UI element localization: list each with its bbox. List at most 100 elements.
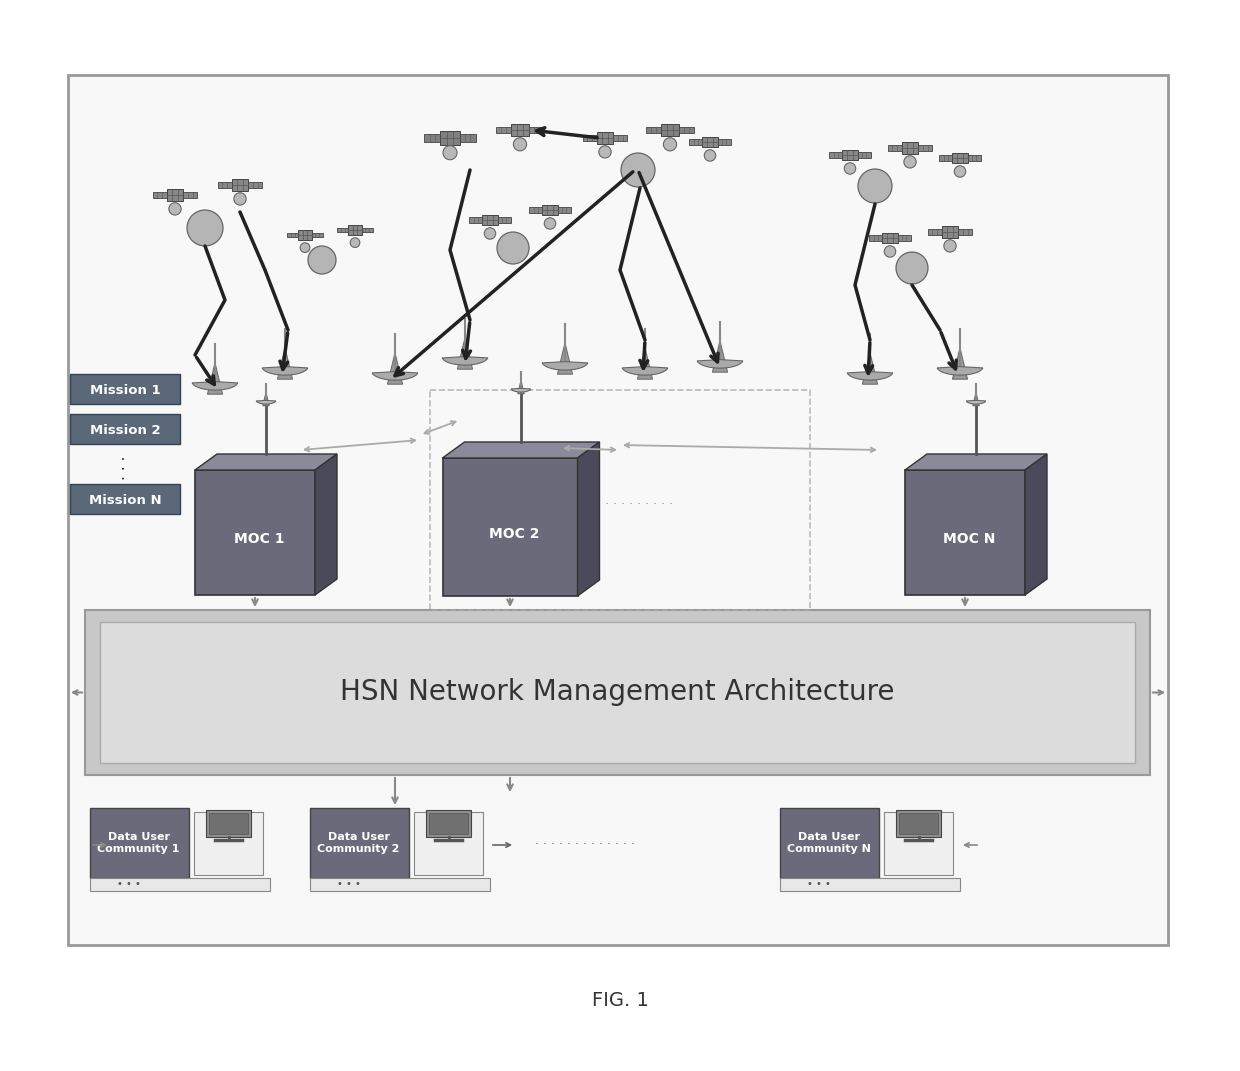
Circle shape bbox=[884, 245, 895, 257]
Bar bbox=[195, 812, 263, 875]
Bar bbox=[86, 610, 1149, 775]
Bar bbox=[689, 139, 702, 145]
Bar bbox=[919, 145, 932, 151]
Bar bbox=[897, 810, 941, 838]
Bar bbox=[884, 812, 952, 875]
Bar bbox=[430, 390, 810, 610]
Polygon shape bbox=[315, 454, 337, 595]
Bar bbox=[311, 232, 322, 238]
Circle shape bbox=[513, 138, 527, 151]
Polygon shape bbox=[372, 372, 418, 380]
Bar bbox=[184, 192, 197, 198]
Bar bbox=[248, 182, 263, 188]
Text: HSN Network Management Architecture: HSN Network Management Architecture bbox=[340, 679, 895, 707]
Bar bbox=[718, 139, 730, 145]
Polygon shape bbox=[511, 389, 531, 392]
Polygon shape bbox=[263, 392, 269, 406]
Bar bbox=[153, 192, 166, 198]
Text: • • •: • • • bbox=[807, 879, 831, 889]
Bar bbox=[858, 152, 870, 157]
Bar bbox=[842, 150, 858, 161]
Text: • • •: • • • bbox=[337, 879, 361, 889]
Bar bbox=[91, 808, 188, 878]
Bar bbox=[443, 458, 578, 595]
Text: FIG. 1: FIG. 1 bbox=[591, 991, 649, 1010]
Polygon shape bbox=[713, 341, 728, 373]
Text: · · ·: · · · bbox=[118, 456, 133, 480]
Bar bbox=[898, 236, 911, 241]
Bar bbox=[460, 135, 476, 141]
Text: MOC 1: MOC 1 bbox=[234, 531, 285, 546]
Text: MOC N: MOC N bbox=[944, 531, 996, 546]
Circle shape bbox=[169, 202, 181, 215]
Bar bbox=[952, 152, 967, 164]
Circle shape bbox=[544, 217, 556, 229]
Circle shape bbox=[300, 243, 310, 253]
Bar bbox=[69, 374, 180, 404]
Bar bbox=[780, 878, 960, 891]
Circle shape bbox=[944, 240, 956, 252]
Bar bbox=[661, 123, 680, 136]
Bar bbox=[91, 878, 270, 891]
Bar bbox=[939, 155, 952, 161]
Bar bbox=[496, 126, 511, 133]
Bar bbox=[232, 179, 248, 191]
Polygon shape bbox=[558, 343, 573, 374]
Bar bbox=[941, 226, 959, 238]
Bar bbox=[217, 182, 232, 188]
Polygon shape bbox=[518, 380, 525, 394]
Circle shape bbox=[443, 146, 458, 160]
Bar bbox=[348, 225, 362, 235]
Polygon shape bbox=[966, 401, 986, 404]
Bar bbox=[830, 152, 842, 157]
Bar bbox=[68, 75, 1168, 945]
Text: Mission 2: Mission 2 bbox=[89, 424, 160, 437]
Bar bbox=[558, 207, 570, 213]
Polygon shape bbox=[278, 348, 293, 379]
Bar bbox=[310, 808, 409, 878]
Polygon shape bbox=[207, 363, 222, 394]
Polygon shape bbox=[952, 348, 967, 379]
Text: · · · · · · · · · · · · ·: · · · · · · · · · · · · · bbox=[534, 839, 635, 851]
Circle shape bbox=[955, 166, 966, 177]
Polygon shape bbox=[905, 454, 1047, 470]
Polygon shape bbox=[637, 348, 652, 379]
Bar bbox=[542, 205, 558, 215]
Bar bbox=[869, 236, 882, 241]
Text: Data User
Community N: Data User Community N bbox=[786, 832, 870, 854]
Bar bbox=[429, 813, 469, 834]
Circle shape bbox=[497, 232, 529, 263]
Bar bbox=[780, 808, 879, 878]
Bar bbox=[882, 232, 898, 243]
Polygon shape bbox=[387, 352, 403, 384]
Text: Mission N: Mission N bbox=[89, 495, 161, 508]
Polygon shape bbox=[458, 337, 472, 369]
Bar bbox=[959, 229, 972, 235]
Text: Mission 1: Mission 1 bbox=[89, 384, 160, 397]
Polygon shape bbox=[622, 366, 668, 375]
Bar bbox=[414, 812, 482, 875]
Polygon shape bbox=[863, 352, 878, 384]
Bar bbox=[469, 217, 482, 223]
Polygon shape bbox=[262, 366, 308, 375]
Circle shape bbox=[187, 210, 223, 246]
Bar bbox=[166, 190, 184, 201]
Bar bbox=[702, 136, 718, 148]
Circle shape bbox=[485, 228, 496, 239]
Polygon shape bbox=[542, 362, 588, 371]
Polygon shape bbox=[195, 454, 337, 470]
Bar bbox=[69, 414, 180, 444]
Circle shape bbox=[844, 163, 856, 175]
Circle shape bbox=[621, 153, 655, 187]
Circle shape bbox=[704, 150, 715, 161]
Polygon shape bbox=[697, 360, 743, 368]
Polygon shape bbox=[443, 357, 487, 365]
Polygon shape bbox=[847, 372, 893, 380]
Bar bbox=[210, 813, 248, 834]
Polygon shape bbox=[192, 381, 238, 390]
Bar bbox=[337, 227, 348, 232]
Circle shape bbox=[350, 238, 360, 247]
Bar bbox=[596, 132, 614, 144]
Circle shape bbox=[308, 246, 336, 274]
Bar bbox=[299, 230, 311, 240]
